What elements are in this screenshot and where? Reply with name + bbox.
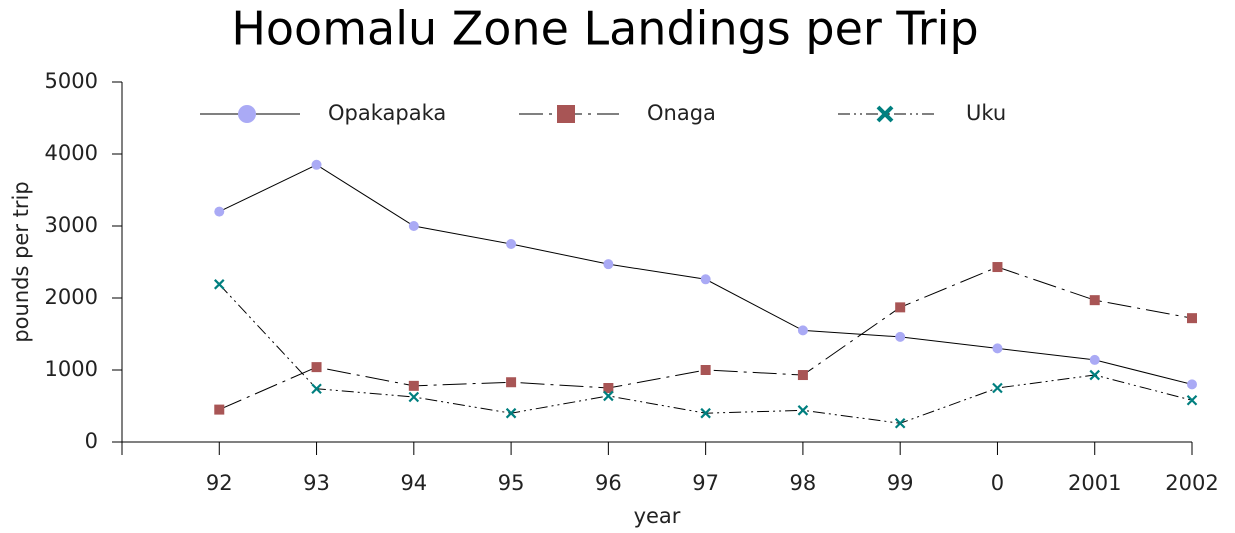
data-point — [1089, 295, 1100, 306]
data-point — [505, 407, 517, 419]
legend-label: Opakapaka — [328, 101, 446, 125]
y-tick-label: 4000 — [45, 141, 98, 165]
x-tick-label: 95 — [498, 471, 525, 495]
y-tick-label: 5000 — [45, 69, 98, 93]
legend-label: Uku — [966, 101, 1006, 125]
y-axis-label: pounds per trip — [9, 181, 33, 342]
data-point — [214, 404, 225, 415]
data-point — [797, 325, 808, 336]
data-point — [311, 159, 322, 170]
data-point — [992, 382, 1003, 394]
data-point — [408, 380, 419, 391]
legend-marker — [238, 105, 256, 123]
data-point — [1187, 313, 1197, 324]
data-point — [603, 259, 614, 270]
x-tick-label: 97 — [692, 471, 719, 495]
data-point — [603, 383, 614, 393]
x-tick-label: 94 — [400, 471, 427, 495]
chart-title: Hoomalu Zone Landings per Trip — [231, 2, 978, 56]
x-tick-label: 98 — [790, 471, 817, 495]
data-point — [895, 302, 906, 313]
data-point — [408, 221, 419, 231]
data-point — [311, 383, 322, 394]
series-line — [219, 266, 1193, 411]
legend-label: Onaga — [647, 101, 716, 125]
x-axis-label: year — [634, 504, 681, 528]
data-point — [213, 279, 225, 290]
y-tick-label: 3000 — [45, 213, 98, 237]
data-point — [895, 331, 906, 342]
x-tick-label: 93 — [303, 471, 330, 495]
data-point — [992, 262, 1003, 273]
x-tick-label: 92 — [206, 471, 233, 495]
data-point — [894, 418, 906, 429]
data-point — [797, 405, 809, 416]
data-point — [1186, 394, 1198, 406]
y-tick-label: 2000 — [45, 285, 98, 309]
x-tick-label: 99 — [887, 471, 914, 495]
data-point — [700, 274, 711, 285]
x-tick-label: 2001 — [1068, 471, 1121, 495]
data-point — [992, 343, 1003, 354]
data-point — [1187, 379, 1197, 390]
legend-marker — [557, 105, 575, 123]
legend-marker — [876, 105, 894, 123]
data-point — [603, 390, 614, 402]
data-point — [700, 407, 711, 419]
y-tick-label: 1000 — [45, 357, 98, 381]
x-tick-label: 96 — [595, 471, 622, 495]
data-point — [408, 391, 420, 403]
data-point — [214, 206, 225, 217]
data-point — [1089, 369, 1101, 381]
data-point — [506, 377, 517, 388]
data-point — [506, 239, 517, 249]
y-tick-label: 0 — [85, 429, 98, 453]
data-point — [700, 365, 711, 375]
data-point — [1089, 354, 1100, 365]
data-point — [311, 362, 322, 373]
data-point — [797, 370, 808, 381]
x-tick-label: 2002 — [1165, 471, 1218, 495]
x-tick-label: 0 — [991, 471, 1004, 495]
